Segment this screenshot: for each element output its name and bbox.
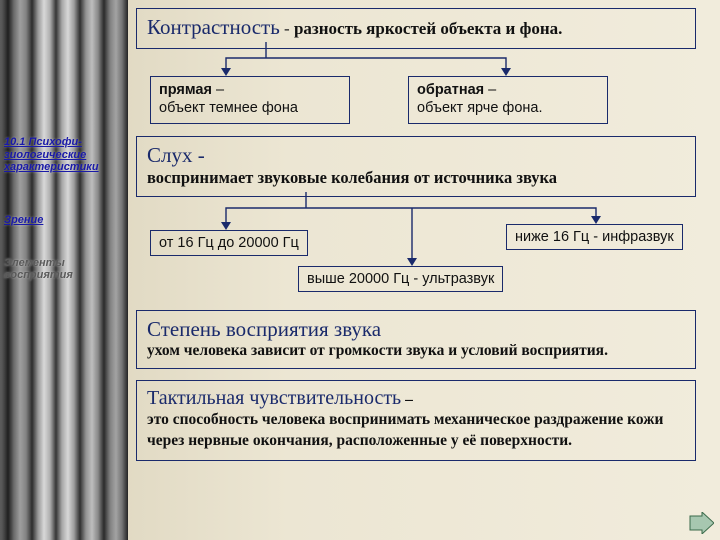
tactile-term: Тактильная чувствительность <box>147 387 401 409</box>
contrast-inverse-box: обратная – объект ярче фона. <box>408 76 608 124</box>
contrast-term: Контрастность <box>147 15 280 39</box>
tactile-sep: – <box>401 391 413 408</box>
hearing-desc: воспринимает звуковые колебания от источ… <box>147 168 557 187</box>
contrast-direct-sep: – <box>212 82 224 98</box>
tactile-desc: это способность человека воспринимать ме… <box>147 411 663 449</box>
contrast-direct-term: прямая <box>159 82 212 98</box>
next-slide-button[interactable] <box>688 512 714 534</box>
tactile-box: Тактильная чувствительность – это способ… <box>136 380 696 461</box>
arrow-right-icon <box>688 512 714 534</box>
contrast-inverse-desc: объект ярче фона. <box>417 100 543 116</box>
sidebar-link-psycho[interactable]: 10.1 Психофи-зиологические характеристик… <box>4 136 126 174</box>
hearing-range3: ниже 16 Гц - инфразвук <box>515 229 674 245</box>
contrast-direct-desc: объект темнее фона <box>159 100 298 116</box>
hearing-box: Слух - воспринимает звуковые колебания о… <box>136 136 696 197</box>
contrast-sep: - <box>280 19 294 38</box>
sidebar-muted: Элементы восприятия <box>4 257 126 282</box>
perception-term: Степень восприятия звука <box>147 317 381 341</box>
content-area: Контрастность - разность яркостей объект… <box>136 8 710 532</box>
hearing-sep: - <box>193 143 205 167</box>
contrast-desc: разность яркостей объекта и фона. <box>294 19 562 38</box>
hearing-range1: от 16 Гц до 20000 Гц <box>159 235 299 251</box>
hearing-range3-box: ниже 16 Гц - инфразвук <box>506 224 683 250</box>
sidebar: 10.1 Психофи-зиологические характеристик… <box>4 136 126 282</box>
hearing-range2: выше 20000 Гц - ультразвук <box>307 271 494 287</box>
hearing-term: Слух <box>147 143 193 167</box>
perception-box: Степень восприятия звука ухом человека з… <box>136 310 696 369</box>
contrast-direct-box: прямая – объект темнее фона <box>150 76 350 124</box>
contrast-box: Контрастность - разность яркостей объект… <box>136 8 696 49</box>
slide-root: 10.1 Психофи-зиологические характеристик… <box>0 0 720 540</box>
hearing-range1-box: от 16 Гц до 20000 Гц <box>150 230 308 256</box>
contrast-inverse-sep: – <box>484 82 496 98</box>
hearing-range2-box: выше 20000 Гц - ультразвук <box>298 266 503 292</box>
sidebar-link-vision[interactable]: Зрение <box>4 214 126 227</box>
perception-desc: ухом человека зависит от громкости звука… <box>147 342 608 359</box>
contrast-inverse-term: обратная <box>417 82 484 98</box>
